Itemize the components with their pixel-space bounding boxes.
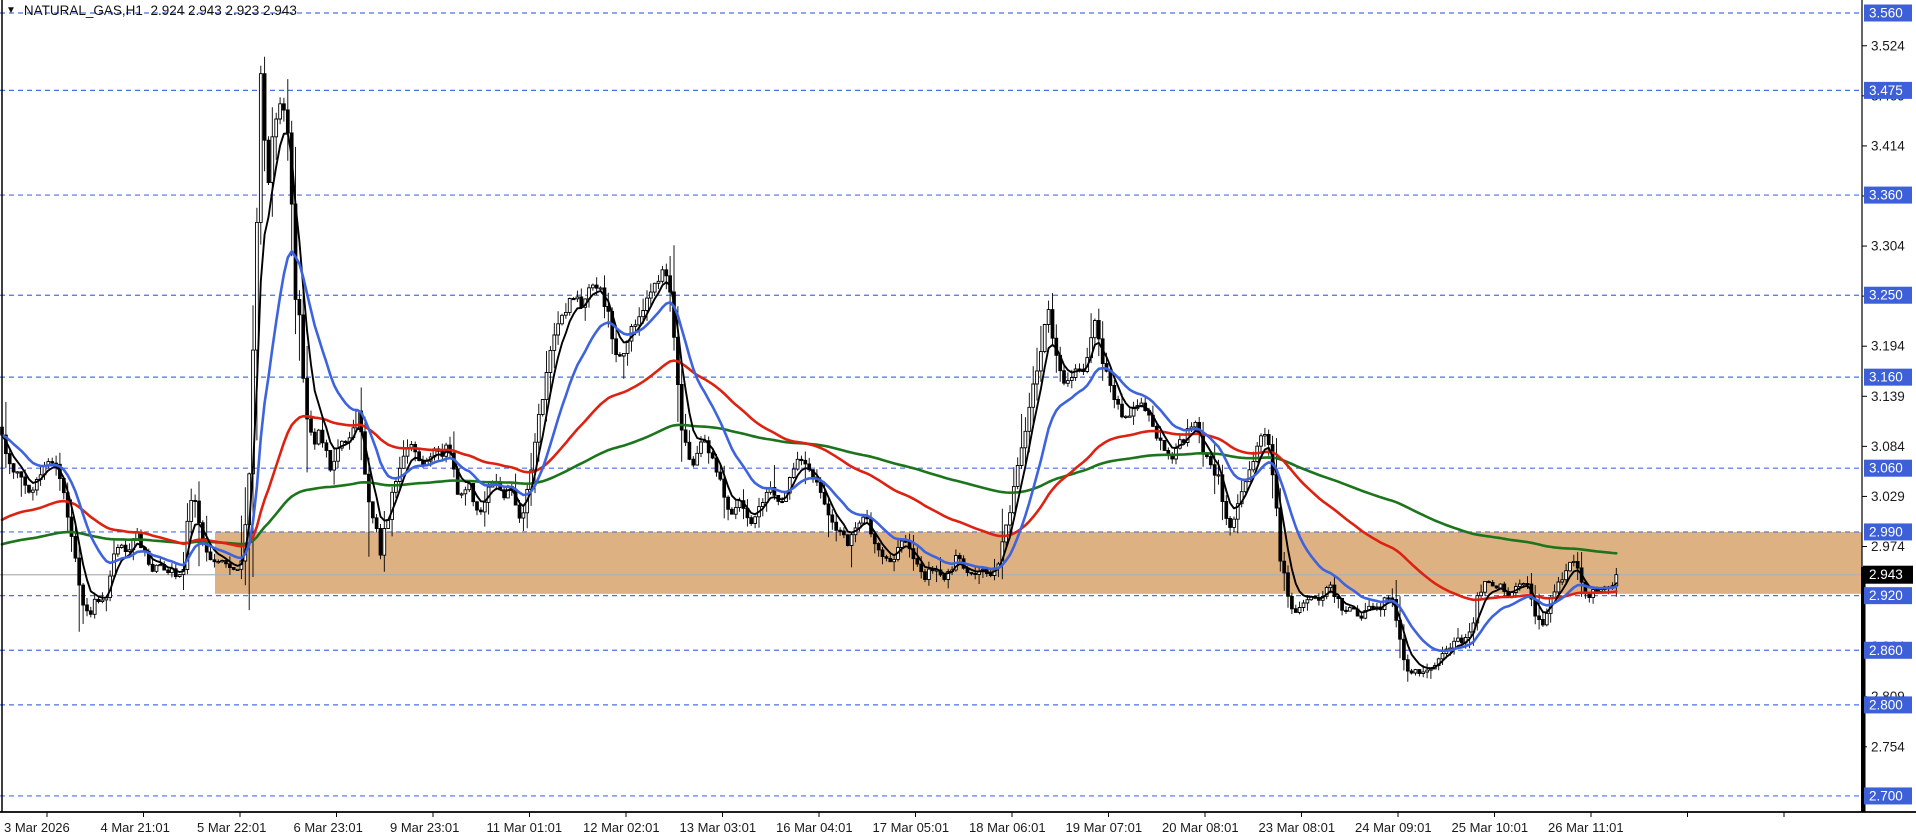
level-badge — [1864, 4, 1912, 22]
time-tick-label: 5 Mar 22:01 — [197, 820, 266, 835]
level-badge — [1864, 587, 1912, 605]
current-price-badge-label: 2.943 — [1869, 567, 1903, 582]
level-badge — [1864, 523, 1912, 541]
level-badge-label: 3.250 — [1869, 288, 1903, 303]
level-badge-label: 2.700 — [1869, 788, 1903, 803]
level-badge-label: 3.160 — [1869, 370, 1903, 385]
level-badge — [1864, 186, 1912, 204]
price-tick-label: 3.139 — [1871, 389, 1905, 404]
time-tick-label: 20 Mar 08:01 — [1162, 820, 1239, 835]
level-badge — [1864, 368, 1912, 386]
time-tick-label: 19 Mar 07:01 — [1066, 820, 1143, 835]
time-tick-label: 9 Mar 23:01 — [390, 820, 459, 835]
level-badge-label: 2.920 — [1869, 588, 1903, 603]
level-badge — [1864, 286, 1912, 304]
price-tick-label: 3.414 — [1871, 138, 1905, 153]
price-tick-label: 3.304 — [1871, 239, 1905, 254]
level-badge-label: 3.060 — [1869, 461, 1903, 476]
level-badge-label: 2.860 — [1869, 643, 1903, 658]
level-badge-label: 3.560 — [1869, 6, 1903, 21]
level-badge-label: 2.990 — [1869, 524, 1903, 539]
time-tick-label: 4 Mar 21:01 — [101, 820, 170, 835]
time-tick-label: 6 Mar 23:01 — [294, 820, 363, 835]
time-tick-label: 23 Mar 08:01 — [1259, 820, 1336, 835]
time-tick-label: 25 Mar 10:01 — [1452, 820, 1529, 835]
chart-symbol-title: NATURAL_GAS,H1 2.924 2.943 2.923 2.943 — [23, 3, 297, 18]
price-tick-label: 3.029 — [1871, 489, 1905, 504]
current-price-badge — [1863, 565, 1913, 584]
level-badge-label: 3.475 — [1869, 83, 1903, 98]
chart-title-bar: ▼ NATURAL_GAS,H1 2.924 2.943 2.923 2.943 — [6, 3, 297, 18]
price-axis-thick-segment — [1861, 567, 1866, 812]
ma-blue-line — [0, 250, 1618, 653]
chart-frame — [0, 0, 1916, 813]
time-tick-label: 24 Mar 09:01 — [1355, 820, 1432, 835]
price-tick-label: 3.194 — [1871, 339, 1905, 354]
price-tick-label: 2.974 — [1871, 539, 1905, 554]
time-tick-label: 26 Mar 11:01 — [1548, 820, 1624, 835]
level-badge-label: 2.800 — [1869, 697, 1903, 712]
level-badge — [1864, 81, 1912, 99]
ma-red-line — [0, 359, 1618, 602]
price-axis[interactable]: 3.5243.4693.4143.3593.3043.2493.1943.139… — [1862, 38, 1905, 804]
price-badges: 3.560 3.475 3.360 3.250 3.160 3.060 2.990 2.920… — [1863, 4, 1913, 805]
level-badge — [1864, 696, 1912, 714]
time-tick-label: 11 Mar 01:01 — [487, 820, 563, 835]
time-tick-label: 17 Mar 05:01 — [873, 820, 950, 835]
time-axis[interactable]: 3 Mar 2026 4 Mar 21:01 5 Mar 22:01 6 Mar 23… — [4, 812, 1785, 835]
level-badge — [1864, 459, 1912, 477]
ma-fast-black-line — [1, 132, 1618, 670]
price-tick-label: 3.084 — [1871, 439, 1905, 454]
time-tick-label: 3 Mar 2026 — [4, 820, 70, 835]
level-lines — [0, 12, 1862, 797]
price-tick-label: 2.754 — [1871, 739, 1905, 754]
level-badge-label: 3.360 — [1869, 188, 1903, 203]
time-tick-label: 16 Mar 04:01 — [776, 820, 853, 835]
time-tick-label: 18 Mar 06:01 — [969, 820, 1046, 835]
level-badge — [1864, 787, 1912, 805]
time-tick-label: 12 Mar 02:01 — [583, 820, 660, 835]
time-tick-label: 13 Mar 03:01 — [680, 820, 757, 835]
price-tick-label: 3.524 — [1871, 38, 1905, 53]
level-badge — [1864, 641, 1912, 659]
chart-dropdown-arrow-icon[interactable]: ▼ — [6, 4, 16, 16]
